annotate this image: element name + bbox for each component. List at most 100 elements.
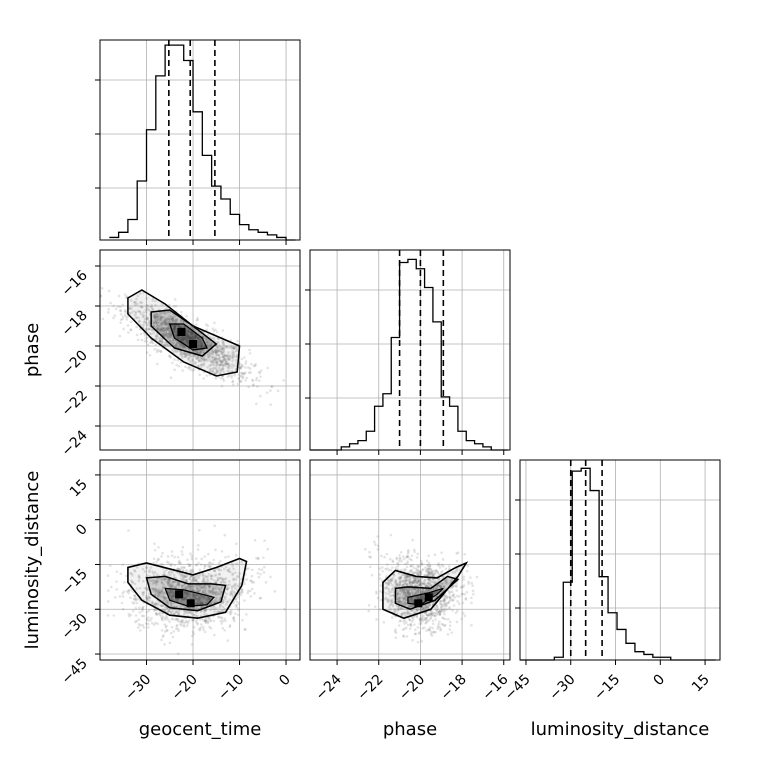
sample-point — [418, 583, 422, 586]
sample-point — [171, 336, 174, 340]
sample-point — [214, 347, 217, 350]
sample-point — [406, 587, 409, 591]
sample-point — [168, 579, 172, 582]
sample-point — [184, 340, 188, 343]
sample-point — [177, 583, 180, 587]
sample-point — [404, 604, 407, 607]
sample-point — [435, 608, 438, 612]
sample-point — [405, 582, 408, 585]
sample-point — [395, 604, 398, 607]
sample-point — [209, 618, 213, 622]
sample-point — [157, 315, 160, 319]
sample-point — [214, 351, 218, 354]
sample-point — [464, 597, 468, 600]
sample-point — [180, 338, 184, 341]
scatter-geocent_time-vs-luminosity_distance-contour-1 — [145, 575, 227, 612]
sample-point — [169, 590, 172, 594]
sample-point — [439, 609, 442, 612]
sample-point — [221, 329, 225, 332]
sample-point — [222, 359, 226, 362]
sample-point — [414, 577, 418, 581]
sample-point — [182, 351, 185, 354]
sample-point — [396, 583, 400, 587]
sample-point — [201, 573, 205, 577]
sample-point — [239, 371, 243, 375]
sample-point — [420, 563, 423, 566]
sample-point — [222, 600, 225, 604]
sample-point — [213, 348, 216, 351]
sample-point — [197, 598, 200, 602]
sample-point — [397, 607, 400, 611]
sample-point — [113, 596, 117, 599]
sample-point — [138, 319, 141, 323]
sample-point — [401, 602, 404, 606]
tick-label-y-phase-0: −24 — [59, 427, 91, 459]
sample-point — [168, 335, 172, 339]
sample-point — [463, 614, 467, 618]
sample-point — [215, 596, 218, 600]
sample-point — [194, 336, 198, 339]
sample-point — [163, 608, 166, 612]
sample-point — [219, 369, 223, 372]
sample-point — [146, 574, 149, 577]
sample-point — [174, 349, 177, 353]
sample-point — [257, 575, 261, 579]
sample-point — [182, 597, 186, 600]
sample-point — [456, 609, 459, 613]
sample-point — [230, 355, 233, 359]
sample-point — [171, 580, 175, 584]
sample-point — [426, 566, 430, 570]
sample-point — [238, 591, 242, 595]
sample-point — [127, 612, 131, 616]
sample-point — [177, 582, 180, 585]
sample-point — [385, 585, 388, 589]
sample-point — [224, 359, 228, 363]
sample-point — [188, 335, 191, 338]
sample-point — [402, 597, 405, 601]
sample-point — [461, 585, 465, 589]
sample-point — [216, 345, 219, 348]
sample-point — [234, 582, 237, 586]
sample-point — [157, 321, 161, 324]
sample-point — [211, 327, 215, 330]
sample-point — [206, 359, 209, 362]
sample-point — [211, 562, 214, 565]
sample-point — [171, 584, 175, 587]
sample-point — [444, 604, 448, 607]
sample-point — [238, 379, 241, 383]
sample-point — [182, 335, 185, 339]
sample-point — [404, 587, 407, 591]
sample-point — [136, 597, 139, 601]
sample-point — [179, 623, 183, 627]
sample-point — [121, 595, 125, 598]
sample-point — [210, 578, 213, 581]
sample-point — [155, 573, 159, 577]
sample-point — [212, 578, 216, 582]
sample-point — [173, 338, 177, 342]
sample-point — [211, 349, 214, 353]
sample-point — [373, 605, 377, 609]
sample-point — [167, 609, 171, 613]
sample-point — [416, 552, 420, 556]
sample-point — [171, 316, 175, 320]
sample-point — [185, 353, 189, 357]
sample-point — [262, 571, 266, 574]
sample-point — [402, 583, 406, 586]
sample-point — [169, 333, 173, 337]
sample-point — [171, 316, 174, 319]
sample-point — [155, 312, 159, 316]
sample-point — [203, 345, 206, 349]
sample-point — [201, 574, 205, 578]
sample-point — [165, 327, 169, 330]
sample-point — [443, 624, 446, 628]
sample-point — [119, 572, 123, 576]
sample-point — [167, 323, 170, 327]
sample-point — [414, 580, 417, 583]
sample-point — [169, 333, 172, 337]
sample-point — [170, 602, 173, 606]
sample-point — [240, 577, 243, 581]
sample-point — [443, 595, 447, 599]
sample-point — [239, 590, 243, 594]
sample-point — [470, 596, 473, 600]
sample-point — [412, 615, 415, 619]
